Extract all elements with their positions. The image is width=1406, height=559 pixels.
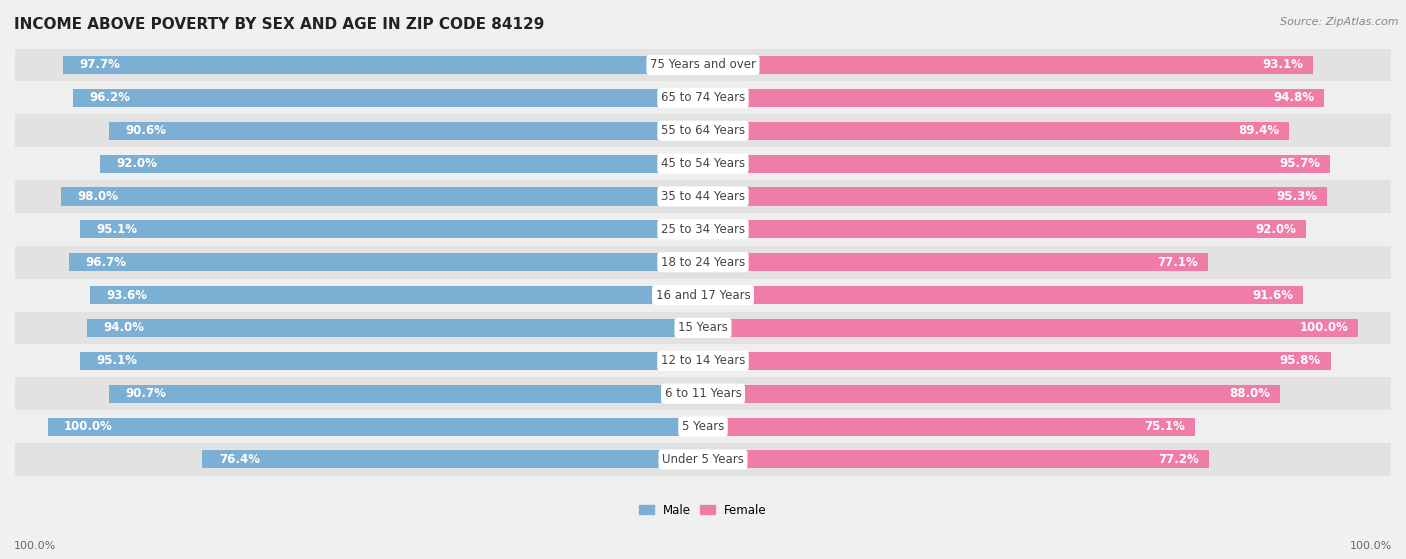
- Bar: [110, 122, 703, 140]
- Bar: [703, 56, 1313, 74]
- Text: 95.1%: 95.1%: [96, 223, 138, 236]
- Text: 65 to 74 Years: 65 to 74 Years: [661, 91, 745, 105]
- Bar: [63, 56, 703, 74]
- Text: 98.0%: 98.0%: [77, 190, 118, 203]
- Text: 100.0%: 100.0%: [1350, 541, 1392, 551]
- Bar: [90, 286, 703, 304]
- Text: 92.0%: 92.0%: [117, 157, 157, 170]
- Text: 75.1%: 75.1%: [1144, 420, 1185, 433]
- Bar: [108, 385, 703, 402]
- Text: INCOME ABOVE POVERTY BY SEX AND AGE IN ZIP CODE 84129: INCOME ABOVE POVERTY BY SEX AND AGE IN Z…: [14, 17, 544, 32]
- Bar: [15, 410, 1391, 443]
- Text: 35 to 44 Years: 35 to 44 Years: [661, 190, 745, 203]
- Text: 55 to 64 Years: 55 to 64 Years: [661, 124, 745, 137]
- Bar: [73, 89, 703, 107]
- Bar: [703, 385, 1279, 402]
- Text: 91.6%: 91.6%: [1253, 288, 1294, 302]
- Bar: [15, 180, 1391, 213]
- Bar: [703, 187, 1327, 206]
- Bar: [703, 352, 1330, 370]
- Bar: [703, 154, 1330, 173]
- Bar: [703, 418, 1195, 435]
- Bar: [15, 213, 1391, 246]
- Bar: [60, 187, 703, 206]
- Text: 18 to 24 Years: 18 to 24 Years: [661, 255, 745, 269]
- Bar: [15, 82, 1391, 114]
- Text: 95.1%: 95.1%: [96, 354, 138, 367]
- Bar: [15, 49, 1391, 82]
- Bar: [202, 451, 703, 468]
- Bar: [703, 220, 1306, 238]
- Text: 96.7%: 96.7%: [86, 255, 127, 269]
- Text: 77.1%: 77.1%: [1157, 255, 1198, 269]
- Bar: [15, 377, 1391, 410]
- Text: 100.0%: 100.0%: [14, 541, 56, 551]
- Text: 96.2%: 96.2%: [89, 91, 129, 105]
- Text: 95.3%: 95.3%: [1277, 190, 1317, 203]
- Legend: Male, Female: Male, Female: [634, 499, 772, 522]
- Text: 25 to 34 Years: 25 to 34 Years: [661, 223, 745, 236]
- Text: 12 to 14 Years: 12 to 14 Years: [661, 354, 745, 367]
- Bar: [15, 344, 1391, 377]
- Text: 100.0%: 100.0%: [65, 420, 112, 433]
- Text: 77.2%: 77.2%: [1159, 453, 1199, 466]
- Text: 95.8%: 95.8%: [1279, 354, 1320, 367]
- Text: 90.7%: 90.7%: [125, 387, 166, 400]
- Bar: [15, 443, 1391, 476]
- Text: 6 to 11 Years: 6 to 11 Years: [665, 387, 741, 400]
- Bar: [703, 451, 1209, 468]
- Text: 93.1%: 93.1%: [1263, 59, 1303, 72]
- Bar: [15, 278, 1391, 311]
- Bar: [15, 311, 1391, 344]
- Bar: [15, 147, 1391, 180]
- Bar: [69, 253, 703, 271]
- Text: 92.0%: 92.0%: [1256, 223, 1296, 236]
- Text: 95.7%: 95.7%: [1279, 157, 1320, 170]
- Text: 94.8%: 94.8%: [1274, 91, 1315, 105]
- Text: Under 5 Years: Under 5 Years: [662, 453, 744, 466]
- Bar: [80, 352, 703, 370]
- Text: 97.7%: 97.7%: [79, 59, 120, 72]
- Text: 76.4%: 76.4%: [219, 453, 260, 466]
- Bar: [703, 89, 1324, 107]
- Bar: [80, 220, 703, 238]
- Text: 89.4%: 89.4%: [1237, 124, 1279, 137]
- Text: Source: ZipAtlas.com: Source: ZipAtlas.com: [1281, 17, 1399, 27]
- Bar: [15, 114, 1391, 147]
- Text: 16 and 17 Years: 16 and 17 Years: [655, 288, 751, 302]
- Bar: [100, 154, 703, 173]
- Text: 75 Years and over: 75 Years and over: [650, 59, 756, 72]
- Bar: [87, 319, 703, 337]
- Text: 5 Years: 5 Years: [682, 420, 724, 433]
- Text: 94.0%: 94.0%: [104, 321, 145, 334]
- Text: 15 Years: 15 Years: [678, 321, 728, 334]
- Bar: [15, 246, 1391, 278]
- Text: 93.6%: 93.6%: [105, 288, 148, 302]
- Bar: [703, 286, 1303, 304]
- Bar: [703, 319, 1358, 337]
- Bar: [48, 418, 703, 435]
- Text: 90.6%: 90.6%: [125, 124, 167, 137]
- Text: 45 to 54 Years: 45 to 54 Years: [661, 157, 745, 170]
- Bar: [703, 122, 1289, 140]
- Bar: [703, 253, 1208, 271]
- Text: 88.0%: 88.0%: [1229, 387, 1270, 400]
- Text: 100.0%: 100.0%: [1299, 321, 1348, 334]
